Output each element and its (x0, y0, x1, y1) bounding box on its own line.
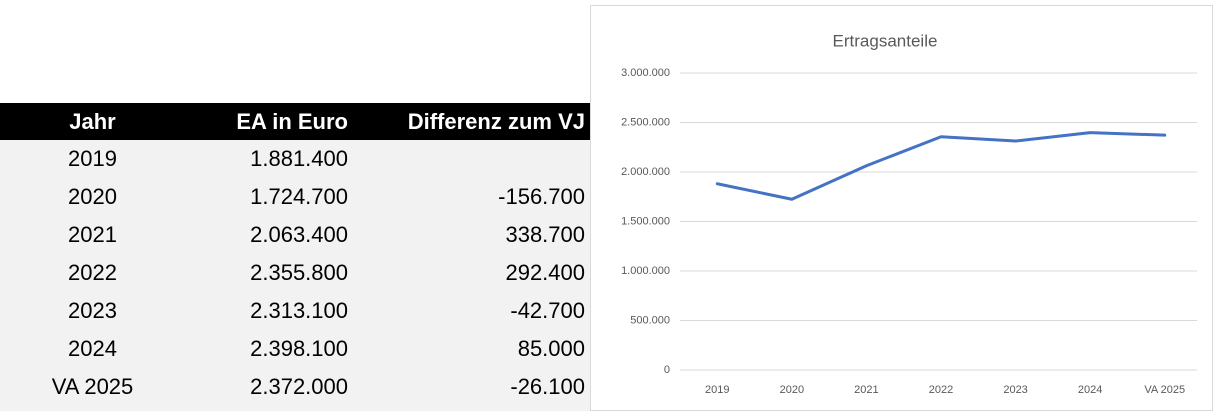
y-tick-label: 500.000 (630, 314, 670, 326)
table-cell: 338.700 (505, 222, 585, 247)
table-cell: 2019 (68, 146, 117, 171)
table-row: 2024 2.398.100 85.000 (0, 330, 590, 368)
header-cell: Differenz zum VJ (407, 109, 585, 134)
table-cell: 1.724.700 (250, 184, 348, 209)
y-tick-label: 3.000.000 (621, 67, 670, 79)
table-cell: -156.700 (498, 184, 585, 209)
table-cell: 2.398.100 (250, 336, 348, 361)
data-line (715, 131, 1167, 201)
x-tick-label: 2020 (780, 384, 804, 396)
table-cell: VA 2025 (51, 374, 134, 399)
y-tick-label: 2.500.000 (621, 116, 670, 128)
x-tick-label: 2021 (854, 384, 878, 396)
table-row: 2022 2.355.800 292.400 (0, 254, 590, 292)
table-cell: 292.400 (505, 260, 585, 285)
x-tick-label: VA 2025 (1144, 384, 1185, 396)
chart: Ertragsanteile 0 500.000 1.000.000 1.500.00… (590, 5, 1213, 411)
table-cell: -42.700 (510, 298, 585, 323)
x-tick-label: 2022 (929, 384, 953, 396)
table-cell: 85.000 (517, 336, 585, 361)
table-cell: 2022 (68, 260, 117, 285)
table-cell: 2.063.400 (250, 222, 348, 247)
y-tick-label: 1.000.000 (621, 265, 670, 277)
header-cell: Jahr (69, 109, 116, 134)
chart-border (590, 5, 1213, 411)
table-cell: 1.881.400 (250, 146, 348, 171)
y-tick-label: 1.500.000 (621, 215, 670, 227)
table-cell: 2024 (68, 336, 117, 361)
table-row: 2019 1.881.400 (0, 140, 590, 178)
table-row: 2023 2.313.100 -42.700 (0, 292, 590, 330)
x-tick-label: 2019 (705, 384, 729, 396)
table: Jahr EA in Euro Differenz zum VJ 2019 1.881.… (0, 103, 590, 411)
y-tick-label: 0 (664, 364, 670, 376)
table-cell: 2020 (68, 184, 117, 209)
table-cell: 2.372.000 (250, 374, 348, 399)
table-cell: 2021 (68, 222, 117, 247)
header-row: Jahr EA in Euro Differenz zum VJ (0, 103, 590, 140)
table-row: 2020 1.724.700 -156.700 (0, 178, 590, 216)
x-tick-label: 2024 (1078, 384, 1102, 396)
table-cell: 2.313.100 (250, 298, 348, 323)
y-tick-label: 2.000.000 (621, 166, 670, 178)
table-cell: -26.100 (510, 374, 585, 399)
header-cell: EA in Euro (236, 109, 348, 134)
table-cell: 2023 (68, 298, 117, 323)
chart-title: Ertragsanteile (833, 31, 938, 50)
table-row: VA 2025 2.372.000 -26.100 (0, 368, 590, 406)
table-row: 2021 2.063.400 338.700 (0, 216, 590, 254)
table-cell: 2.355.800 (250, 260, 348, 285)
x-tick-label: 2023 (1003, 384, 1027, 396)
